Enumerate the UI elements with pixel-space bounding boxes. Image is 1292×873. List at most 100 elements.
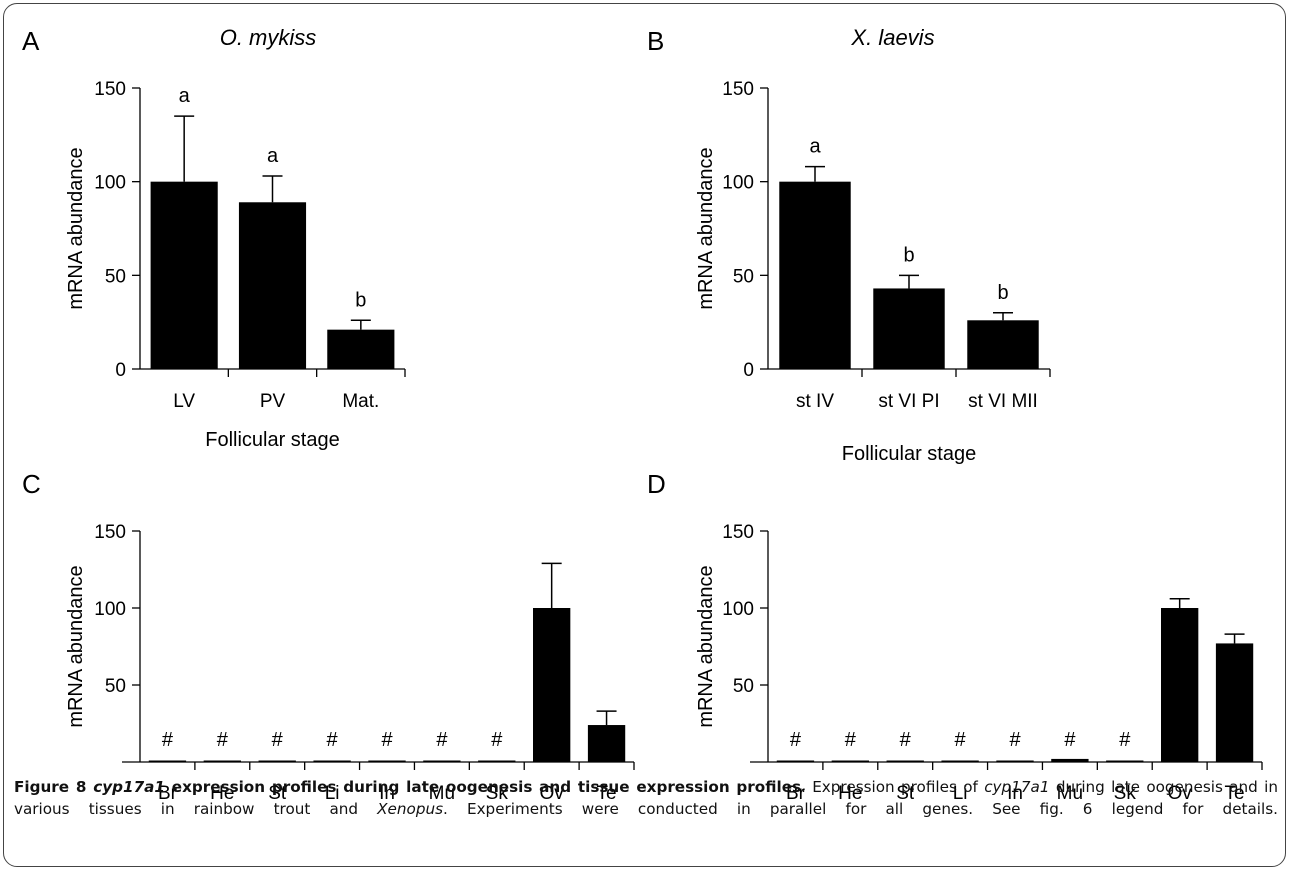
panel-d-category-label: Sk bbox=[1114, 783, 1137, 804]
panel-d-bar-te bbox=[1215, 643, 1254, 762]
caption-title: Figure 8 cyp17a1 expression profiles dur… bbox=[14, 778, 801, 796]
panel-a-letter: A bbox=[22, 26, 40, 56]
figure-caption: Figure 8 cyp17a1 expression profiles dur… bbox=[14, 776, 1278, 820]
panel-d-bar-st bbox=[886, 760, 924, 762]
panel-b-bar-st-iv bbox=[779, 181, 851, 369]
panel-a-y-tick-label: 100 bbox=[94, 173, 126, 194]
panel-d-category-label: Br bbox=[786, 783, 806, 804]
panel-a-category-label: Mat. bbox=[342, 391, 379, 412]
panel-b-category-label: st IV bbox=[796, 391, 834, 412]
panel-c-category-label: Br bbox=[158, 783, 178, 804]
panel-a-title: O. mykiss bbox=[220, 25, 317, 50]
panel-a-xlabel: Follicular stage bbox=[205, 429, 340, 451]
panel-c-annotation: # bbox=[327, 729, 339, 751]
panel-c-y-tick-label: 100 bbox=[94, 599, 126, 620]
panel-d-category-label: In bbox=[1007, 783, 1023, 804]
panel-c-annotation: # bbox=[381, 729, 393, 751]
panel-b-annotation: b bbox=[997, 282, 1008, 304]
panel-d-annotation: # bbox=[1009, 729, 1021, 751]
panel-c-category-label: Sk bbox=[486, 783, 509, 804]
panel-c-annotation: # bbox=[217, 729, 229, 751]
panel-c-annotation: # bbox=[272, 729, 284, 751]
panel-c-bar-he bbox=[203, 760, 241, 762]
panel-b-bar-st-vi-pi bbox=[873, 288, 945, 369]
panel-c-y-tick-label: 50 bbox=[105, 676, 126, 697]
panel-d-y-tick-label: 150 bbox=[722, 522, 754, 543]
panel-a-y-tick-label: 150 bbox=[94, 79, 126, 100]
panel-d-bar-mu bbox=[1051, 758, 1089, 762]
panel-c-bar-br bbox=[148, 760, 187, 762]
panel-b-y-tick-label: 100 bbox=[722, 173, 754, 194]
panel-a-y-tick-label: 50 bbox=[105, 266, 126, 287]
panel-c-bar-te bbox=[587, 725, 626, 762]
panel-c-category-label: Li bbox=[325, 783, 340, 804]
panel-d-bar-br bbox=[776, 760, 815, 762]
panel-c-category-label: Te bbox=[597, 783, 617, 804]
panel-a-annotation: b bbox=[355, 289, 366, 311]
panel-c-annotation: # bbox=[162, 729, 174, 751]
panel-d-bar-li bbox=[941, 760, 979, 762]
panel-d-annotation: # bbox=[955, 729, 967, 751]
panel-b-annotation: b bbox=[903, 244, 914, 266]
panel-c-bar-sk bbox=[478, 760, 516, 762]
panel-d-annotation: # bbox=[845, 729, 857, 751]
panel-d-ylabel: mRNA abundance bbox=[695, 565, 717, 727]
panel-d-letter: D bbox=[647, 469, 666, 499]
panel-c-bar-in bbox=[368, 760, 406, 762]
panel-b-y-tick-label: 50 bbox=[733, 266, 754, 287]
panel-c-annotation: # bbox=[436, 729, 448, 751]
panel-d-annotation: # bbox=[900, 729, 912, 751]
panel-d-category-label: He bbox=[838, 783, 862, 804]
caption-title-gene: cyp17a1 bbox=[93, 778, 165, 796]
panel-c-category-label: Ov bbox=[540, 783, 565, 804]
panel-c-annotation: # bbox=[491, 729, 503, 751]
caption-text-xenopus: Xenopus bbox=[377, 800, 444, 818]
panel-b-category-label: st VI MII bbox=[968, 391, 1038, 412]
panel-c-category-label: In bbox=[379, 783, 395, 804]
panel-a-bar-pv bbox=[238, 202, 307, 369]
panel-c-category-label: He bbox=[210, 783, 234, 804]
panel-d-category-label: Ov bbox=[1168, 783, 1193, 804]
panel-a-ylabel: mRNA abundance bbox=[65, 147, 87, 309]
panel-a-category-label: LV bbox=[173, 391, 195, 412]
panel-c-bar-ov bbox=[533, 608, 571, 762]
panel-d-bar-ov bbox=[1161, 608, 1199, 762]
figure-frame bbox=[3, 3, 1286, 867]
panel-c-bar-mu bbox=[423, 760, 461, 762]
panel-c-letter: C bbox=[22, 469, 41, 499]
panel-a-bar-mat- bbox=[327, 329, 395, 369]
panel-b-category-label: st VI PI bbox=[878, 391, 939, 412]
panel-d-annotation: # bbox=[790, 729, 802, 751]
panel-d-bar-he bbox=[831, 760, 869, 762]
panel-b-title: X. laevis bbox=[850, 25, 934, 50]
caption-title-rest: expression profiles during late oogenesi… bbox=[164, 778, 802, 796]
panel-c-bar-st bbox=[258, 760, 296, 762]
panel-c-ylabel: mRNA abundance bbox=[65, 565, 87, 727]
panel-d-category-label: Te bbox=[1225, 783, 1245, 804]
panel-b-y-tick-label: 150 bbox=[722, 79, 754, 100]
panel-d-category-label: Li bbox=[953, 783, 968, 804]
panel-d-annotation: # bbox=[1064, 729, 1076, 751]
panel-d-y-tick-label: 100 bbox=[722, 599, 754, 620]
panel-b-y-tick-label: 0 bbox=[743, 360, 754, 381]
panel-a-bar-lv bbox=[150, 181, 218, 369]
panel-d-y-tick-label: 50 bbox=[733, 676, 754, 697]
caption-figure-label: Figure 8 bbox=[14, 778, 87, 796]
caption-text-2: during late oogenesis and in various tis… bbox=[14, 778, 1278, 818]
panel-d-category-label: Mu bbox=[1057, 783, 1083, 804]
panel-d-category-label: St bbox=[896, 783, 915, 804]
panel-b-ylabel: mRNA abundance bbox=[695, 147, 717, 309]
panel-d-annotation: # bbox=[1119, 729, 1131, 751]
panel-a-annotation: a bbox=[179, 85, 191, 107]
caption-text-gene: cyp17a1 bbox=[984, 778, 1050, 796]
caption-text-3: . Experiments were conducted in parallel… bbox=[443, 800, 1278, 818]
panel-d-bar-sk bbox=[1106, 760, 1144, 762]
panel-d-bar-in bbox=[996, 760, 1034, 762]
panel-c-category-label: Mu bbox=[429, 783, 455, 804]
panel-c-category-label: St bbox=[268, 783, 287, 804]
panel-b-xlabel: Follicular stage bbox=[842, 443, 977, 465]
panel-c-y-tick-label: 150 bbox=[94, 522, 126, 543]
panel-c-bar-li bbox=[313, 760, 351, 762]
panel-b-bar-st-vi-mii bbox=[967, 320, 1039, 369]
